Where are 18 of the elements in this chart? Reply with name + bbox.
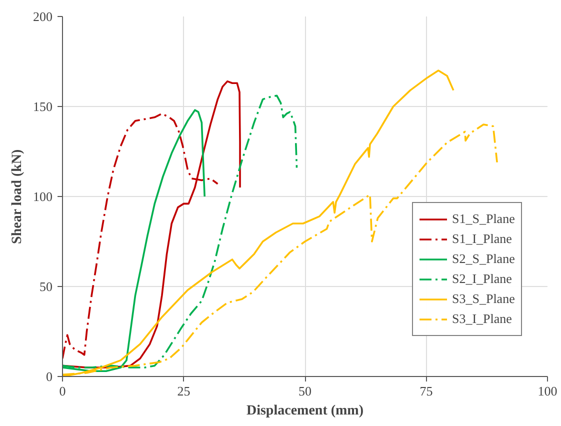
y-tick-label: 100 — [33, 189, 52, 204]
legend-label: S1_I_Plane — [452, 230, 512, 248]
legend-label: S2_S_Plane — [452, 250, 515, 268]
x-tick-label: 25 — [177, 384, 190, 398]
y-axis-title: Shear load (kN) — [10, 148, 25, 244]
x-tick-label: 100 — [538, 384, 558, 398]
legend-label: S3_S_Plane — [452, 290, 515, 308]
x-tick-label: 75 — [420, 384, 433, 398]
legend-label: S3_I_Plane — [452, 310, 512, 328]
y-tick-label: 200 — [33, 9, 52, 24]
y-tick-label: 150 — [33, 99, 52, 114]
y-tick-label: 50 — [40, 279, 52, 294]
legend-label: S2_I_Plane — [452, 270, 512, 288]
x-tick-label: 50 — [298, 384, 312, 398]
legend-label: S1_S_Plane — [452, 210, 515, 228]
y-tick-label: 0 — [46, 369, 52, 384]
x-tick-label: 0 — [59, 384, 66, 398]
x-axis-title: Displacement (mm) — [246, 404, 364, 418]
